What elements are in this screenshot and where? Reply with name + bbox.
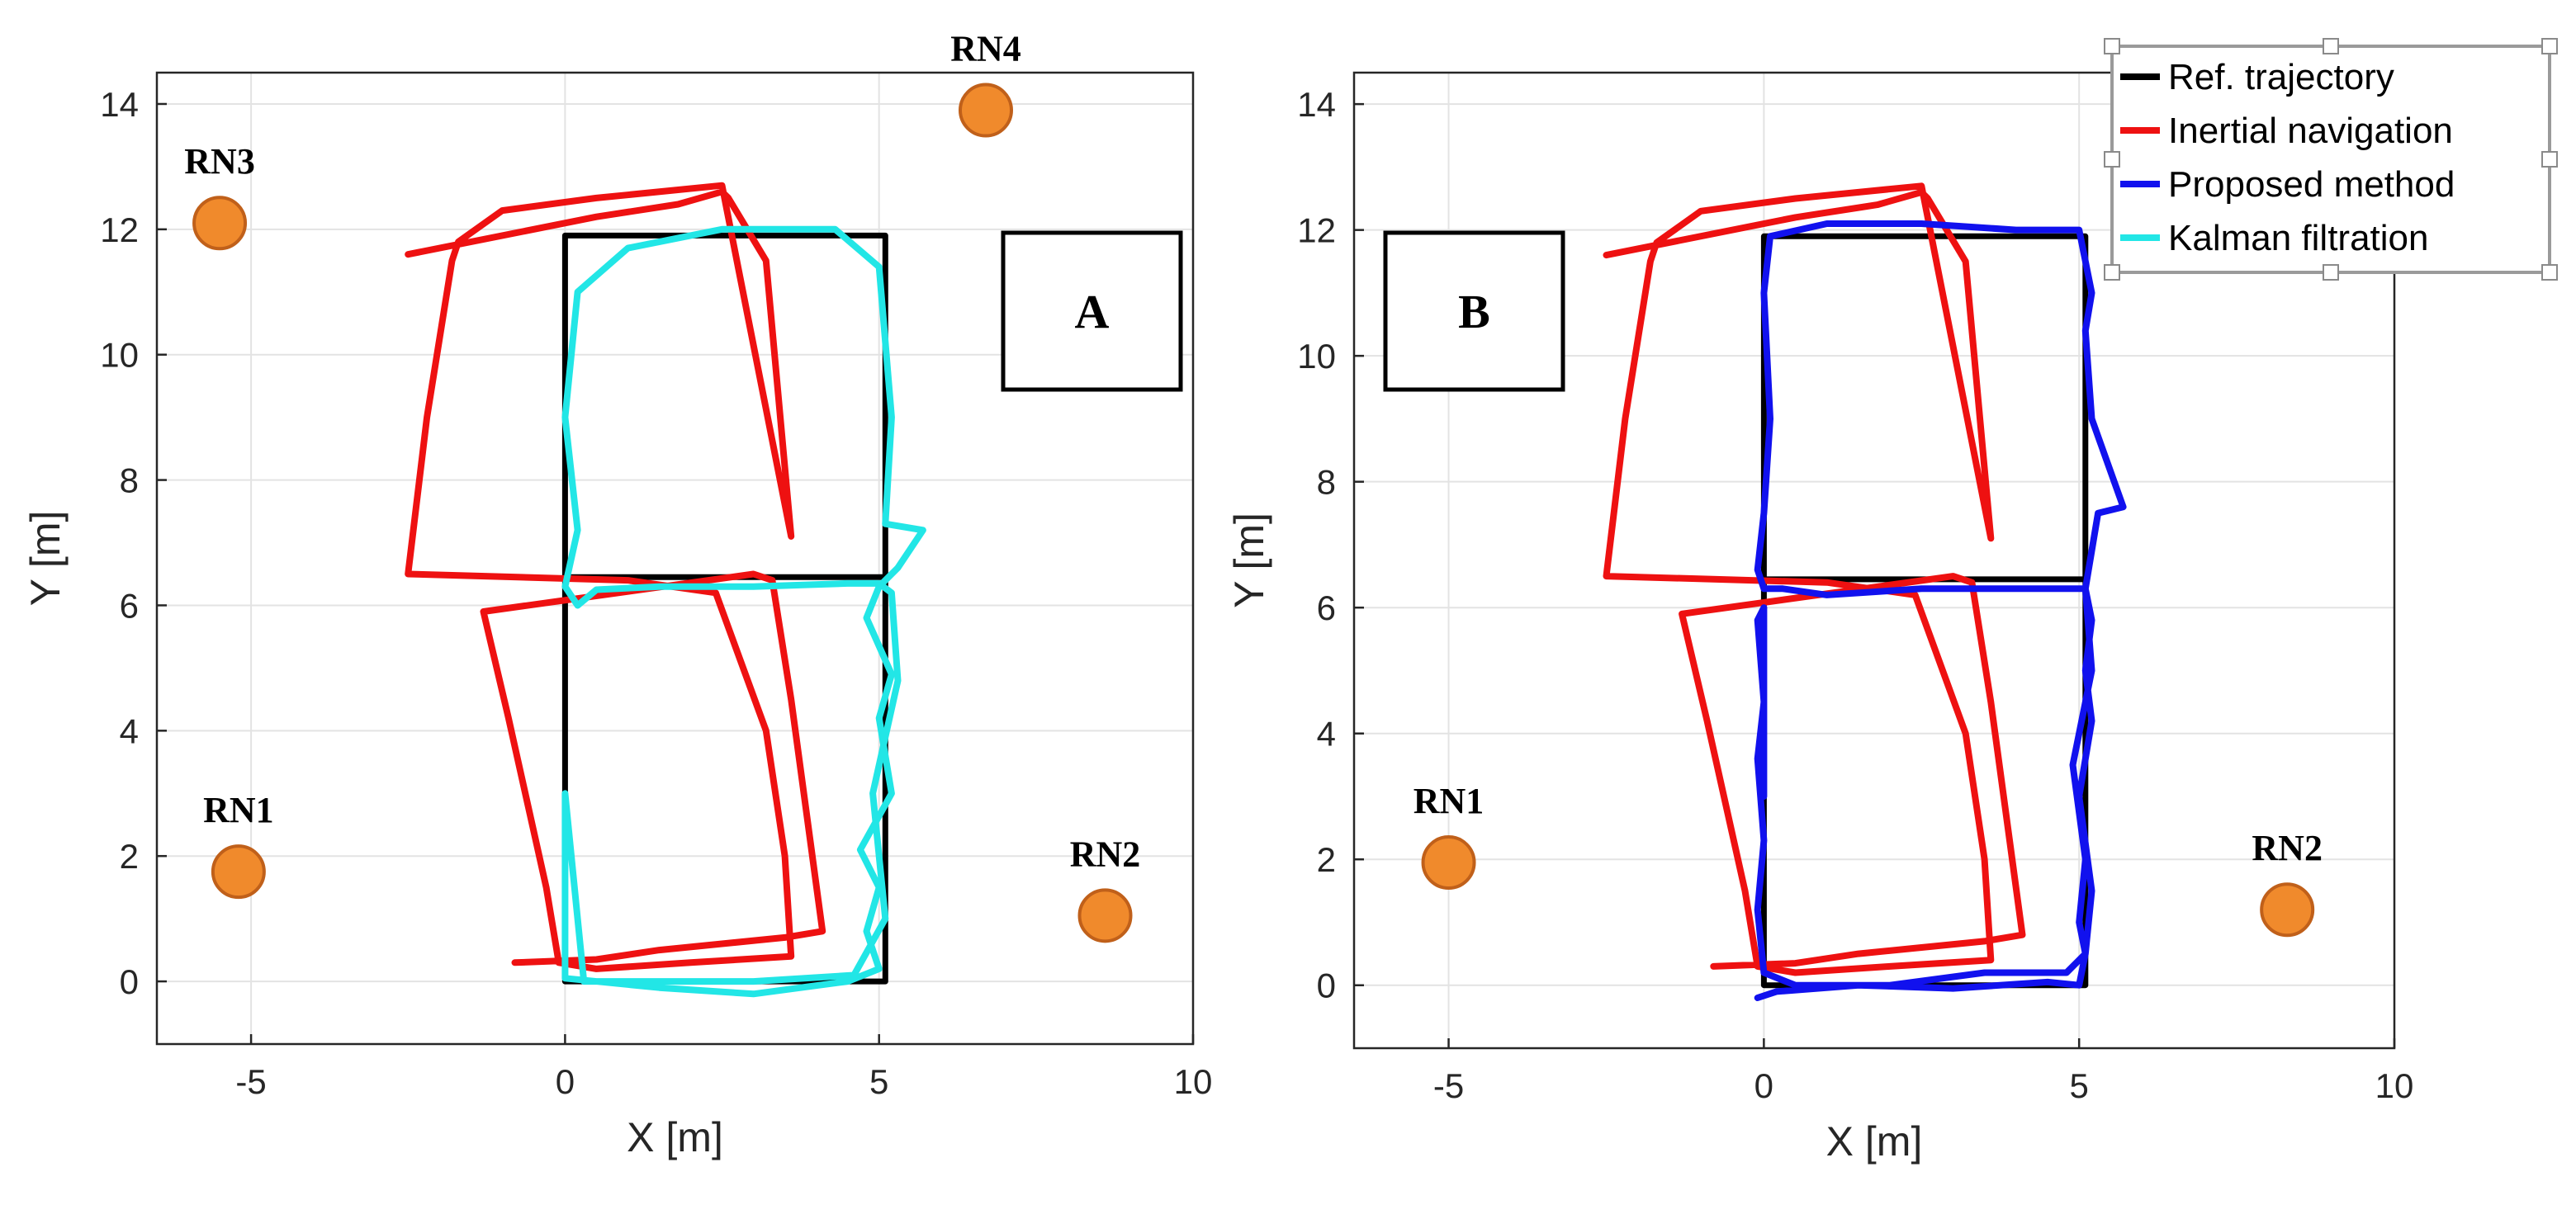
series-inertial-navigation [405,182,826,972]
legend-resize-handle[interactable] [2104,151,2120,168]
legend-resize-handle[interactable] [2541,38,2558,54]
y-tick-label: 6 [120,586,139,625]
legend-label: Inertial navigation [2168,111,2453,151]
series-ref-trajectory [561,232,888,985]
x-tick-label: 10 [2375,1066,2414,1105]
x-tick-label: 0 [1754,1066,1773,1105]
reference-node-marker [192,196,248,251]
x-tick-label: -5 [1433,1066,1464,1105]
y-tick-label: 0 [1317,966,1336,1005]
axes-box [1352,71,2396,1050]
y-tick-label: 10 [100,336,139,375]
axes-box [155,71,1195,1046]
panel-a: RN1 RN2 RN3 RN4 -5 0 5 10 0 2 4 6 8 10 12 14 X [m] Y [m] A [22,29,1212,1160]
x-axis-label: X [m] [1826,1118,1923,1165]
series-inertial-navigation [1603,182,2026,976]
reference-node-marker [1077,888,1133,943]
y-tick-label: 8 [120,461,139,500]
legend-resize-handle[interactable] [2323,264,2339,281]
y-tick-label: 12 [1297,211,1336,250]
panel-label: A [1075,285,1110,338]
y-tick-label: 6 [1317,588,1336,627]
series-group [1603,182,2127,1001]
reference-node-label: RN4 [950,29,1021,69]
reference-node-label: RN2 [2252,828,2323,868]
panel-label-box [1383,230,1565,392]
panel-label: B [1458,285,1490,338]
legend-resize-handle[interactable] [2541,264,2558,281]
reference-node-label: RN3 [184,141,255,182]
legend-label: Proposed method [2168,164,2455,205]
reference-node-marker [1421,835,1476,891]
plot-area [157,73,1193,1044]
y-tick-label: 14 [1297,85,1336,124]
y-tick-label: 10 [1297,337,1336,376]
y-axis-label: Y [m] [22,511,69,607]
legend-resize-handle[interactable] [2541,151,2558,168]
series-group [405,182,926,998]
y-tick-label: 2 [1317,840,1336,879]
legend-resize-handle[interactable] [2104,264,2120,281]
y-axis-label: Y [m] [1226,513,1272,608]
legend-label: Ref. trajectory [2168,57,2394,97]
legend-resize-handles[interactable] [2104,38,2558,281]
y-tick-label: 4 [1317,715,1336,754]
x-tick-label: 5 [2070,1066,2089,1105]
x-axis-label: X [m] [627,1114,723,1160]
reference-node-marker [2260,882,2315,938]
reference-node-marker [959,83,1013,138]
legend-label: Kalman filtration [2168,218,2428,258]
y-tick-label: 8 [1317,463,1336,502]
x-tick-label: 0 [556,1062,575,1101]
reference-node-label: RN1 [1413,781,1485,821]
y-tick-label: 12 [100,210,139,249]
y-tick-label: 0 [120,962,139,1001]
x-tick-label: -5 [235,1062,266,1101]
legend[interactable]: Ref. trajectory Inertial navigation Propos… [2104,38,2558,281]
reference-node-label: RN1 [203,790,274,830]
y-tick-label: 4 [120,711,139,750]
x-tick-label: 5 [869,1062,888,1101]
legend-resize-handle[interactable] [2104,38,2120,54]
y-tick-label: 14 [100,85,139,124]
legend-resize-handle[interactable] [2323,38,2339,54]
reference-node-marker [211,844,266,900]
legend-entries: Ref. trajectory Inertial navigation Propos… [2120,57,2455,258]
panel-label-box [1001,230,1183,392]
y-tick-label: 2 [120,837,139,876]
series-kalman-filtration [561,225,926,998]
series-proposed-method [1754,220,2127,1001]
reference-node-label: RN2 [1070,834,1141,874]
x-tick-label: 10 [1174,1062,1213,1101]
